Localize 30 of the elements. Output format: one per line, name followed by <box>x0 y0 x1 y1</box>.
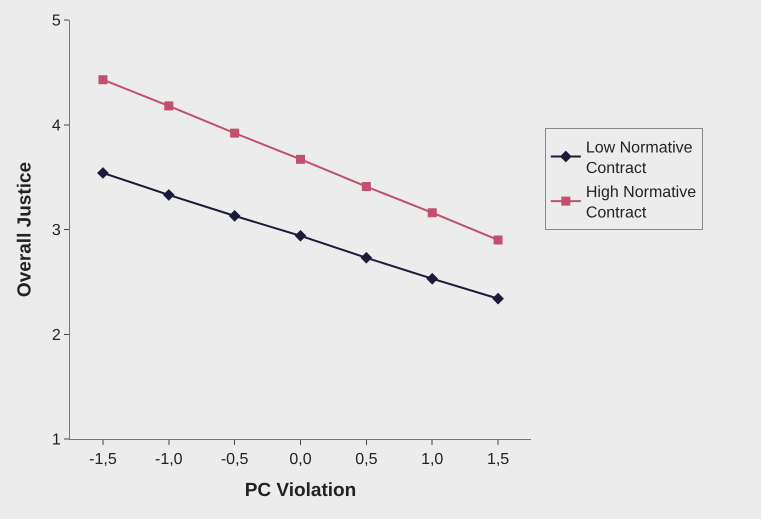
point <box>294 230 306 242</box>
y-tick-label: 3 <box>52 222 61 240</box>
point <box>230 128 240 138</box>
point <box>228 210 240 222</box>
point <box>492 292 504 304</box>
point <box>426 272 438 285</box>
y-tick-label: 1 <box>52 432 61 449</box>
point <box>428 208 437 218</box>
legend-label: Low Normative Contract <box>586 139 693 178</box>
point <box>164 101 174 110</box>
y-tick-label: 4 <box>52 117 61 134</box>
x-tick-label: -1,0 <box>155 451 183 468</box>
point <box>360 252 372 264</box>
x-axis-title: PC Violation <box>244 480 356 501</box>
x-tick-label: -1,5 <box>89 451 117 468</box>
point <box>362 182 371 192</box>
y-tick-label: 5 <box>52 12 61 30</box>
x-tick-label: 0,0 <box>289 451 312 468</box>
point <box>296 154 305 164</box>
y-axis-title: Overall Justice <box>14 162 36 298</box>
point <box>494 235 503 244</box>
legend-label: High Normative Contract <box>586 184 696 222</box>
point <box>97 167 109 179</box>
x-tick-label: -0,5 <box>220 451 249 468</box>
x-tick-label: 1,0 <box>421 451 444 468</box>
point <box>162 189 175 201</box>
x-tick-label: 1,5 <box>486 451 510 468</box>
y-tick-label: 2 <box>52 326 61 344</box>
x-tick-label: 0,5 <box>355 451 378 468</box>
point <box>98 75 108 84</box>
